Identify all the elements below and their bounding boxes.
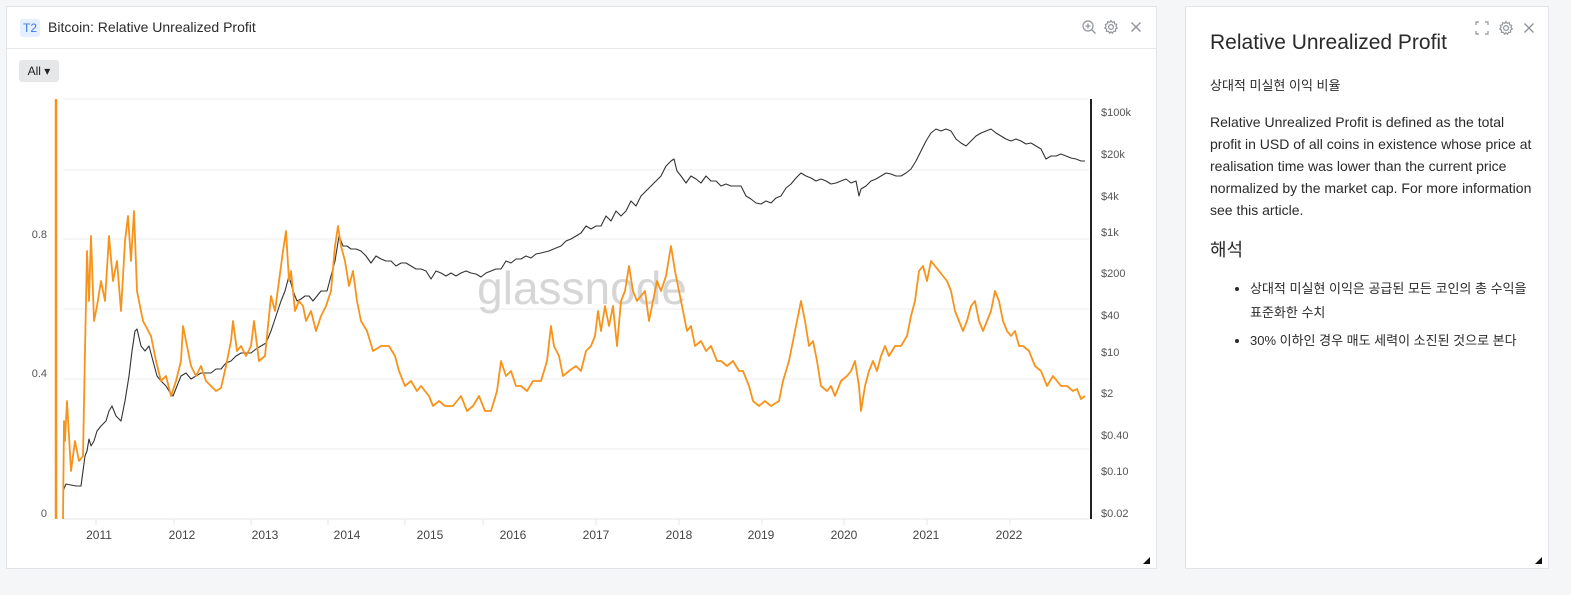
chart-title: Bitcoin: Relative Unrealized Profit [48, 19, 256, 35]
y-right-tick: $40 [1101, 310, 1119, 322]
y-right-tick: $10 [1101, 347, 1119, 359]
y-left-tick: 0 [41, 508, 47, 520]
watermark: glassnode [477, 262, 687, 314]
info-subtitle: 상대적 미실현 이익 비율 [1210, 78, 1341, 93]
x-tick: 2015 [417, 528, 444, 542]
resize-handle[interactable] [1535, 557, 1542, 564]
y-right-tick: $0.02 [1101, 508, 1129, 520]
x-tick: 2021 [913, 528, 940, 542]
zoom-in-icon[interactable] [1081, 19, 1097, 35]
gear-icon[interactable] [1498, 20, 1514, 36]
y-right-tick: $2 [1101, 388, 1113, 400]
section-heading: 해석 [1210, 240, 1244, 260]
chart-panel-header: T2 Bitcoin: Relative Unrealized Profit [7, 7, 1156, 49]
x-tick: 2012 [169, 528, 196, 542]
x-tick: 2014 [334, 528, 361, 542]
y-right-tick: $4k [1101, 191, 1119, 203]
x-tick: 2017 [583, 528, 610, 542]
fullscreen-icon[interactable] [1474, 20, 1490, 36]
x-tick: 2011 [86, 528, 112, 542]
rup-line [62, 210, 1086, 520]
interpretation-list: 상대적 미실현 이익은 공급된 모든 코인의 총 수익을 표준화한 수치 30%… [1250, 277, 1535, 357]
y-right-tick: $1k [1101, 227, 1119, 239]
gridlines: glassnode 0.8 0.4 0 $100k $20k $4k $1k $… [32, 98, 1131, 542]
resize-handle[interactable] [1143, 557, 1150, 564]
y-left-tick: 0.8 [32, 229, 47, 241]
info-title: Relative Unrealized Profit [1210, 31, 1447, 54]
x-tick: 2019 [748, 528, 775, 542]
y-right-tick: $0.40 [1101, 430, 1129, 442]
list-item: 30% 이하인 경우 매도 세력이 소진된 것으로 본다 [1250, 329, 1535, 353]
close-icon[interactable] [1521, 20, 1537, 36]
info-description: Relative Unrealized Profit is defined as… [1210, 114, 1532, 218]
price-line [62, 128, 1085, 492]
x-tick: 2018 [666, 528, 693, 542]
tier-badge: T2 [20, 19, 40, 37]
chart-plot: glassnode 0.8 0.4 0 $100k $20k $4k $1k $… [32, 98, 1131, 542]
x-tick: 2013 [252, 528, 279, 542]
x-tick: 2016 [500, 528, 527, 542]
y-right-tick: $200 [1101, 268, 1125, 280]
y-right-tick: $0.10 [1101, 466, 1129, 478]
close-icon[interactable] [1128, 19, 1144, 35]
chart-panel: T2 Bitcoin: Relative Unrealized Profit A… [6, 6, 1157, 569]
y-right-tick: $100k [1101, 107, 1131, 119]
y-left-tick: 0.4 [32, 368, 47, 380]
x-tick: 2022 [996, 528, 1023, 542]
y-right-tick: $20k [1101, 149, 1125, 161]
x-tick: 2020 [831, 528, 858, 542]
list-item: 상대적 미실현 이익은 공급된 모든 코인의 총 수익을 표준화한 수치 [1250, 277, 1535, 325]
gear-icon[interactable] [1103, 19, 1119, 35]
range-selector[interactable]: All ▾ [19, 60, 59, 82]
info-panel: Relative Unrealized Profit 상대적 미실현 이익 비율… [1185, 6, 1549, 569]
